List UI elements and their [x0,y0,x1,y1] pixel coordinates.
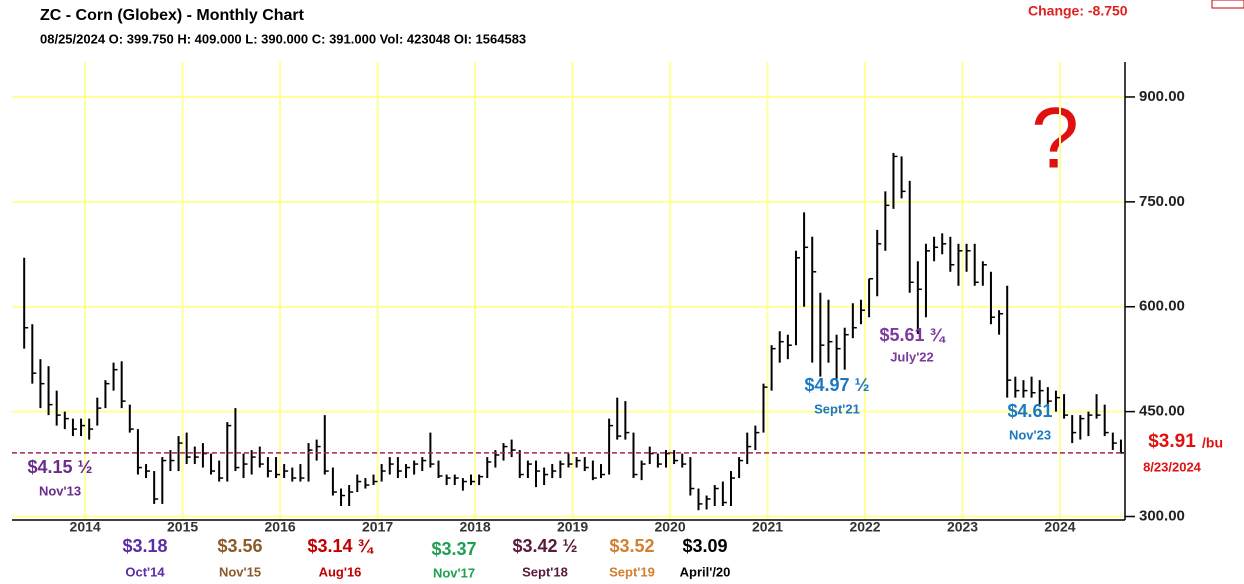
x-tick-label: 2021 [752,519,783,535]
y-tick-label: 900.00 [1139,88,1185,105]
annotation-price: $3.52 [609,536,654,556]
annotation-price: $3.37 [431,539,476,559]
x-tick-label: 2017 [362,519,393,535]
x-tick-label: 2016 [265,519,296,535]
x-tick-label: 2018 [459,519,490,535]
x-tick-label: 2015 [167,519,198,535]
y-tick-label: 300.00 [1139,507,1185,524]
y-tick-label: 450.00 [1139,403,1185,420]
annotation-price: $4.15 ½ [27,457,92,477]
annotation-date: July'22 [890,349,934,364]
corner-box [1211,0,1244,9]
x-tick-label: 2014 [70,519,101,535]
annotation-price: $4.97 ½ [804,375,869,395]
annotation-price: $5.61 ¾ [879,325,946,345]
annotation-date: Sept'18 [522,564,568,579]
x-tick-label: 2023 [947,519,978,535]
x-tick-label: 2022 [849,519,880,535]
annotation-price: $3.18 [122,536,167,556]
y-tick-label: 750.00 [1139,193,1185,210]
chart-subtitle: 08/25/2024 O: 399.750 H: 409.000 L: 390.… [40,31,526,46]
annotation-date: Oct'14 [125,564,165,579]
annotation-price: $3.09 [682,536,727,556]
chart-title: ZC - Corn (Globex) - Monthly Chart [40,7,305,24]
x-tick-label: 2019 [557,519,588,535]
change: Change: -8.750 [1028,3,1128,19]
y-tick-label: 600.00 [1139,298,1185,315]
question-mark: ? [1031,91,1079,187]
annotation-date: Sept'19 [609,564,655,579]
annotation-date: April'/20 [680,564,731,579]
annotation-date: Nov'13 [39,483,81,498]
annotation-price: $3.14 ¾ [307,536,374,556]
annotation-date: 8/23/2024 [1143,459,1202,474]
annotation-date: Nov'17 [433,565,475,580]
annotation-date: Aug'16 [319,564,362,579]
annotation-price: $4.61 [1007,401,1052,421]
annotation-unit: /bu [1202,435,1223,451]
annotation-date: Nov'23 [1009,427,1051,442]
annotation-date: Nov'15 [219,564,261,579]
annotation-price: $3.56 [217,536,262,556]
annotation-price: $3.91 [1148,431,1196,452]
x-tick-label: 2024 [1044,519,1075,535]
annotation-date: Sept'21 [814,401,860,416]
annotation-price: $3.42 ½ [512,536,577,556]
x-tick-label: 2020 [654,519,685,535]
